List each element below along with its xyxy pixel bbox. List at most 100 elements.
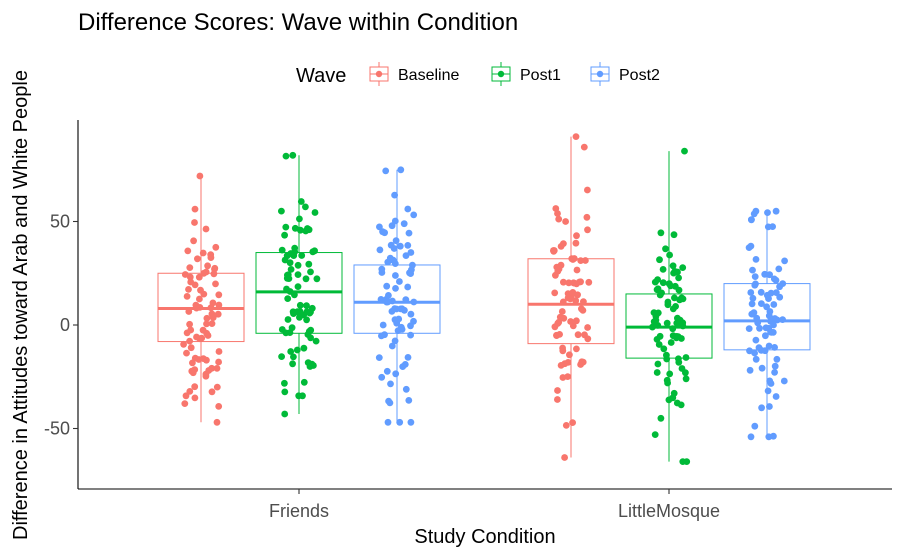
data-point xyxy=(664,301,672,309)
data-point xyxy=(303,316,310,324)
data-point xyxy=(651,321,658,328)
legend-item-baseline: Baseline xyxy=(369,62,459,86)
data-point xyxy=(378,373,386,381)
data-point xyxy=(281,231,288,239)
data-point xyxy=(770,275,778,283)
data-point xyxy=(304,331,312,338)
data-point xyxy=(673,334,680,342)
data-point xyxy=(302,203,309,211)
data-point xyxy=(392,237,400,245)
data-point xyxy=(375,354,383,361)
data-point xyxy=(763,303,770,311)
data-point xyxy=(654,285,662,293)
data-point xyxy=(653,369,661,376)
data-point xyxy=(308,360,316,368)
legend-label: Post1 xyxy=(520,67,561,84)
data-point xyxy=(771,369,778,376)
data-point xyxy=(761,347,769,355)
data-point xyxy=(215,348,223,355)
data-point xyxy=(772,393,780,400)
data-point xyxy=(551,289,559,297)
data-point xyxy=(772,207,780,215)
data-point xyxy=(208,388,216,396)
data-point xyxy=(296,301,304,309)
data-point xyxy=(410,298,418,306)
data-point xyxy=(311,209,319,216)
data-point xyxy=(186,337,194,345)
data-point xyxy=(573,232,580,240)
data-point xyxy=(667,282,674,290)
data-point xyxy=(396,242,404,250)
data-point xyxy=(382,167,390,175)
legend-item-post1: Post1 xyxy=(491,62,561,86)
legend-title: Wave xyxy=(296,65,346,87)
box-post1-littlemosque xyxy=(625,147,713,465)
data-point xyxy=(294,261,302,269)
data-point xyxy=(401,361,409,368)
data-point xyxy=(204,262,212,270)
data-point xyxy=(391,337,399,345)
x-tick-label: LittleMosque xyxy=(618,501,720,521)
data-point xyxy=(189,359,196,367)
data-point xyxy=(186,320,194,328)
data-point xyxy=(771,344,778,351)
data-point xyxy=(391,191,398,199)
data-point xyxy=(208,320,216,327)
data-point xyxy=(773,355,781,363)
data-point xyxy=(557,362,565,369)
data-point xyxy=(195,273,203,281)
data-point xyxy=(781,257,788,265)
data-point xyxy=(396,418,404,426)
data-point xyxy=(384,298,392,306)
data-point xyxy=(185,308,193,315)
data-point xyxy=(305,260,313,268)
data-point xyxy=(581,331,588,339)
data-point xyxy=(287,266,295,273)
data-point xyxy=(670,389,678,397)
data-point xyxy=(556,331,563,338)
data-point xyxy=(194,255,201,263)
legend-label: Baseline xyxy=(398,67,459,84)
data-point xyxy=(675,274,682,282)
data-point xyxy=(191,219,198,226)
data-point xyxy=(376,246,384,254)
data-point xyxy=(180,340,188,348)
y-tick-label: 50 xyxy=(50,212,70,232)
data-point xyxy=(557,243,565,250)
data-point xyxy=(392,285,399,292)
data-point xyxy=(294,308,301,316)
legend-item-post2: Post2 xyxy=(590,62,660,86)
data-point xyxy=(762,324,770,332)
data-point xyxy=(562,422,570,429)
data-point xyxy=(771,362,779,370)
data-point xyxy=(659,266,667,273)
y-axis-ticks: -50 0 50 xyxy=(44,212,78,439)
data-point xyxy=(402,385,410,393)
data-point xyxy=(751,349,758,357)
data-point xyxy=(650,309,658,316)
legend-key-point xyxy=(497,70,505,78)
data-point xyxy=(679,264,687,271)
data-point xyxy=(573,280,580,288)
data-point xyxy=(186,264,194,271)
data-point xyxy=(779,316,786,323)
data-point xyxy=(558,308,566,315)
data-point xyxy=(183,349,190,357)
data-point xyxy=(746,347,753,355)
data-point xyxy=(278,353,285,360)
data-point xyxy=(663,319,671,327)
data-point xyxy=(767,289,775,297)
data-point xyxy=(770,432,777,440)
data-point xyxy=(400,220,408,228)
data-point xyxy=(745,244,753,252)
data-point xyxy=(281,379,288,387)
data-point xyxy=(752,336,760,344)
data-point xyxy=(564,359,572,366)
data-point xyxy=(657,229,665,237)
data-point xyxy=(748,310,756,318)
data-point xyxy=(202,225,210,233)
data-point xyxy=(284,316,292,323)
data-point xyxy=(393,305,400,313)
data-point xyxy=(681,147,688,155)
data-point xyxy=(286,288,294,295)
